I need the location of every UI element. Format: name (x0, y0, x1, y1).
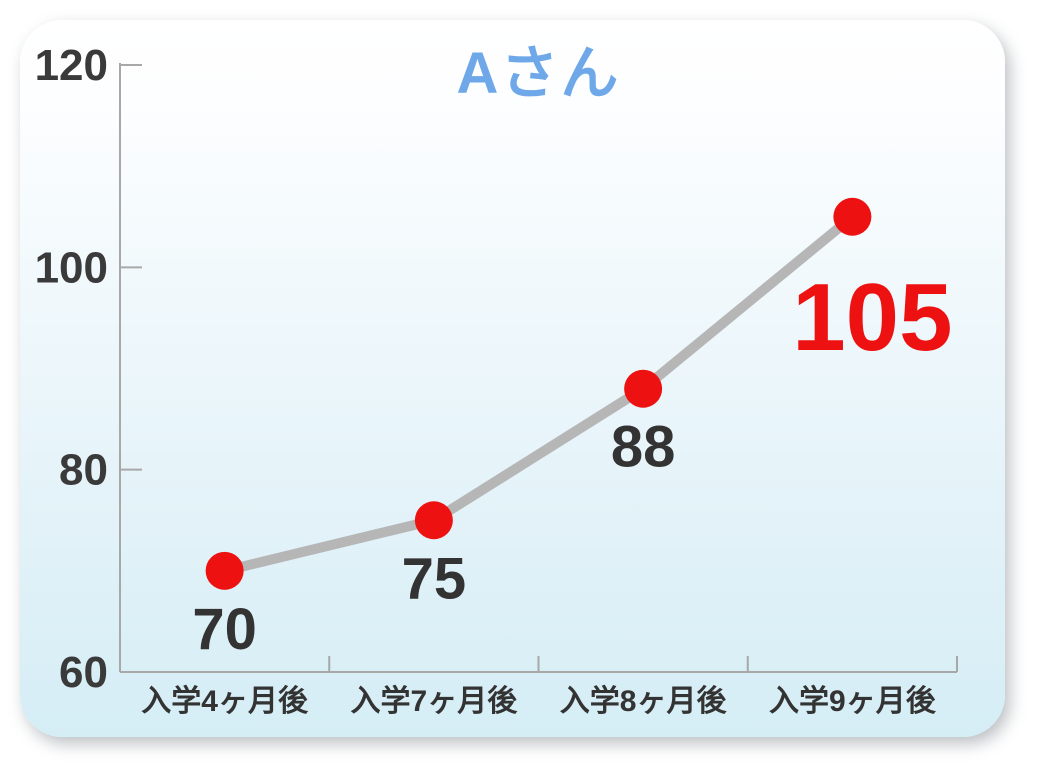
data-point (205, 551, 244, 590)
point-label: 75 (402, 546, 467, 611)
y-tick-label: 60 (59, 648, 108, 697)
chart-card: Aさん 60 80 100 120 入学4ヶ月後 入学7ヶ月後 入学8ヶ月後 入学9ヶ月後 70… (20, 20, 1005, 737)
y-tick-label: 120 (35, 41, 108, 90)
data-point (414, 501, 453, 540)
y-tick-label: 80 (59, 446, 108, 495)
x-axis-label: 入学8ヶ月後 (560, 684, 728, 718)
x-axis-label: 入学7ヶ月後 (351, 684, 519, 718)
x-axis-label: 入学4ヶ月後 (141, 684, 309, 718)
data-line (219, 211, 858, 576)
data-point (624, 369, 663, 408)
chart-title: Aさん (456, 41, 621, 106)
y-tick-label: 100 (35, 243, 108, 292)
point-label: 70 (192, 597, 257, 662)
data-point (833, 197, 872, 236)
point-label-highlight: 105 (792, 264, 952, 371)
x-axis-label: 入学9ヶ月後 (769, 684, 937, 718)
line-chart: 60 80 100 120 入学4ヶ月後 入学7ヶ月後 入学8ヶ月後 入学9ヶ月後 70 75 88… (35, 41, 958, 718)
point-label: 88 (611, 415, 676, 480)
